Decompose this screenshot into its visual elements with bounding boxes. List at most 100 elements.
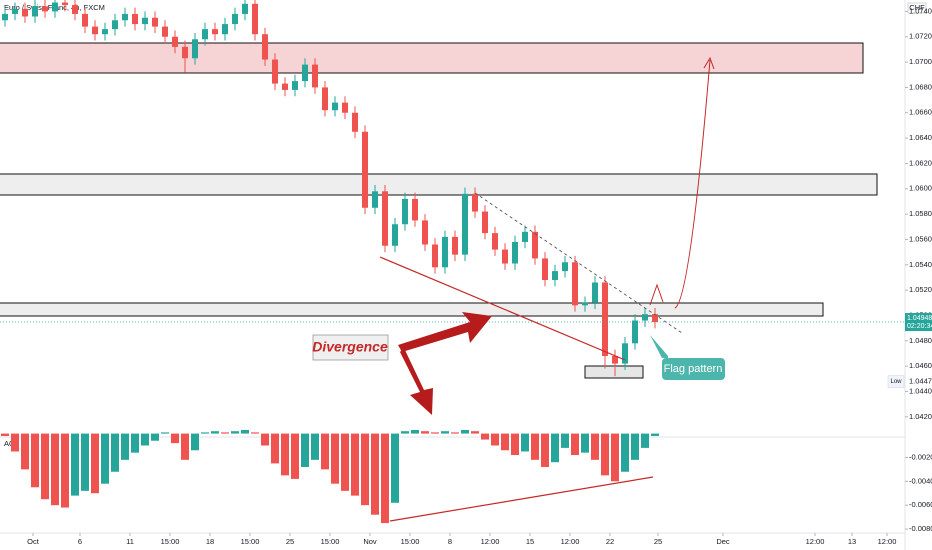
- candle-body: [642, 314, 648, 321]
- x-tick-label: 12:00: [878, 537, 897, 546]
- x-tick-label: 25: [654, 537, 662, 546]
- ao-bar: [31, 433, 39, 488]
- divergence-arrow-right: [398, 312, 492, 352]
- y-tick-label: 1.04400: [909, 386, 932, 395]
- target-arrow: [674, 59, 711, 309]
- candle-body: [22, 8, 28, 17]
- ao-bar: [281, 433, 289, 476]
- ao-bar: [591, 433, 599, 460]
- candle-body: [352, 112, 358, 132]
- zones: [0, 42, 878, 379]
- candle-body: [462, 193, 468, 255]
- candle-body: [242, 3, 248, 14]
- ao-bar: [361, 433, 369, 506]
- y-tick-label: 1.05200: [909, 285, 932, 294]
- ao-bar: [481, 433, 489, 440]
- low-zone: [584, 365, 644, 379]
- y-tick-label: 1.06800: [909, 82, 932, 91]
- drawings: Divergence Flag pattern: [312, 56, 725, 522]
- ao-bar: [201, 432, 209, 434]
- y-tick-label: -0.00200: [909, 452, 932, 461]
- candle-body: [322, 87, 328, 111]
- candle-body: [582, 302, 588, 306]
- ao-bar: [371, 433, 379, 515]
- supply-zone: [0, 42, 864, 74]
- candle-body: [452, 236, 458, 255]
- candle-body: [612, 355, 618, 364]
- candle-body: [472, 193, 478, 212]
- candle-body: [632, 320, 638, 344]
- callout-pointer: [650, 335, 672, 358]
- candle-body: [112, 20, 118, 30]
- x-tick-label: Dec: [716, 537, 730, 546]
- x-tick-label: 12:00: [561, 537, 580, 546]
- flag-callout: [662, 358, 725, 380]
- candle-body: [602, 282, 608, 356]
- ao-bar: [51, 433, 59, 506]
- candle-body: [522, 231, 528, 242]
- x-tick-label: 15:00: [241, 537, 260, 546]
- x-tick-label: 12:00: [481, 537, 500, 546]
- x-tick-label: Nov: [363, 537, 377, 546]
- x-tick-label: 13: [848, 537, 856, 546]
- candle-body: [232, 13, 238, 25]
- ao-bar: [411, 430, 419, 434]
- candle-body: [392, 224, 398, 246]
- candle-body: [652, 314, 658, 323]
- ao-bar: [191, 433, 199, 451]
- ao-bar: [141, 433, 149, 446]
- candle-body: [212, 29, 218, 35]
- y-tick-label: 1.06400: [909, 133, 932, 142]
- candle-body: [292, 81, 298, 90]
- candle-body: [412, 198, 418, 221]
- x-tick-label: 18: [206, 537, 214, 546]
- ao-bar: [61, 433, 69, 508]
- ao-bar: [151, 433, 159, 441]
- ao-bar: [211, 431, 219, 434]
- ao-bar: [551, 433, 559, 463]
- ao-bar: [11, 433, 19, 452]
- candle-body: [332, 102, 338, 111]
- ao-bar: [611, 433, 619, 482]
- ao-bar: [261, 433, 269, 446]
- resistance-zone: [0, 173, 878, 196]
- y-tick-label: 1.04200: [909, 412, 932, 421]
- ao-bar: [581, 433, 589, 453]
- ao-bar: [331, 433, 339, 484]
- ao-bar: [401, 431, 409, 434]
- divergence-box: [312, 334, 389, 361]
- candle-body: [32, 6, 38, 17]
- ao-bar: [461, 430, 469, 434]
- candle-body: [172, 36, 178, 47]
- x-tick-label: 25: [286, 537, 294, 546]
- ao-bar: [601, 433, 609, 476]
- candle-body: [302, 64, 308, 82]
- low-marker-box: [887, 375, 905, 388]
- ao-bar: [651, 433, 659, 436]
- x-tick-label: Oct: [27, 537, 40, 546]
- candle-body: [202, 29, 208, 40]
- flag-zone: [0, 302, 824, 317]
- ao-bar: [471, 431, 479, 434]
- ao-bar: [181, 433, 189, 460]
- ao-bar: [451, 432, 459, 434]
- ao-bar: [121, 433, 129, 460]
- ao-bar: [321, 433, 329, 470]
- ao-bar: [291, 433, 299, 479]
- y-tick-label: 1.04600: [909, 361, 932, 370]
- candle-body: [282, 83, 288, 90]
- y-tick-label: -0.00800: [909, 524, 932, 533]
- ao-bar: [81, 433, 89, 491]
- ao-bar: [491, 433, 499, 446]
- y-tick-label: 1.06600: [909, 108, 932, 117]
- ao-bar: [571, 433, 579, 456]
- y-tick-label: 1.06200: [909, 158, 932, 167]
- ao-bar: [421, 431, 429, 434]
- y-tick-label: 1.07200: [909, 32, 932, 41]
- ao-bar: [101, 433, 109, 484]
- flag-arrow: [649, 283, 664, 306]
- x-tick-label: 6: [78, 537, 82, 546]
- y-tick-label: 1.05600: [909, 234, 932, 243]
- ao-bar: [301, 433, 309, 467]
